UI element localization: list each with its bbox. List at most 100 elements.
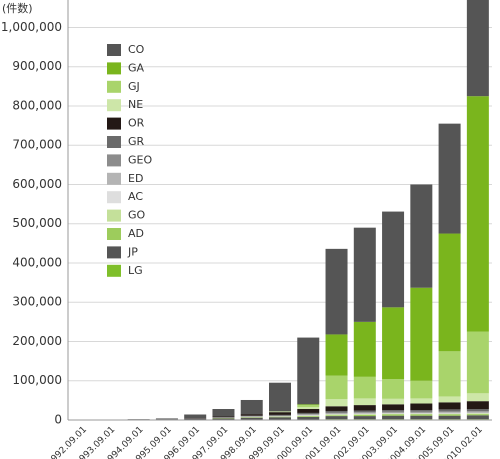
bar-segment xyxy=(325,248,348,335)
bar-segment xyxy=(353,376,376,399)
legend-swatch xyxy=(107,62,121,75)
bar-segment xyxy=(438,123,461,234)
legend-swatch xyxy=(107,191,121,204)
bar-segment xyxy=(438,412,461,414)
bar-segment xyxy=(325,415,348,417)
bar-segment xyxy=(382,413,405,415)
bar-segment xyxy=(353,414,376,415)
bar-segment xyxy=(382,410,405,412)
bar-segment xyxy=(155,418,178,420)
bar-segment xyxy=(466,410,489,412)
y-tick-label: 700,000 xyxy=(12,138,62,152)
bar-segment xyxy=(410,411,433,413)
bar-segment xyxy=(353,410,376,413)
legend-label: AD xyxy=(128,227,144,240)
bar-segment xyxy=(410,287,433,381)
bar-segment xyxy=(353,414,376,417)
bar-segment xyxy=(410,415,433,420)
bar-segment xyxy=(410,410,433,412)
bar-segment xyxy=(325,375,348,400)
bar-segment xyxy=(297,407,320,410)
bar-segment xyxy=(269,417,291,420)
bar-segment xyxy=(382,411,405,413)
legend-swatch xyxy=(107,99,121,112)
y-tick-label: 200,000 xyxy=(12,334,62,348)
legend-label: GR xyxy=(128,135,145,148)
bar-segment xyxy=(240,417,263,420)
bars xyxy=(71,0,489,420)
bar-segment xyxy=(466,409,489,411)
legend-swatch xyxy=(107,264,121,277)
y-tick-label: 1,000,000 xyxy=(1,20,62,34)
bar-segment xyxy=(438,414,461,416)
bar-segment xyxy=(353,321,376,377)
legend-swatch xyxy=(107,246,121,259)
bar-segment xyxy=(240,399,263,415)
bar-segment xyxy=(353,227,376,322)
legend-swatch xyxy=(107,80,121,93)
bar-segment xyxy=(466,0,489,97)
bar-segment xyxy=(438,415,461,420)
legend: CO GA GJ NE OR GR GEO ED AC GO AD JP LG xyxy=(107,43,152,277)
bar-segment xyxy=(466,414,489,416)
y-tick-label: 300,000 xyxy=(12,295,62,309)
bar-segment xyxy=(438,413,461,415)
bar-segment xyxy=(353,412,376,413)
bar-segment xyxy=(466,331,489,394)
y-tick-label: 0 xyxy=(54,413,62,427)
bar-segment xyxy=(466,413,489,415)
bar-segment xyxy=(325,412,348,414)
bar-segment xyxy=(297,404,320,406)
bar-segment xyxy=(466,393,489,402)
legend-label: JP xyxy=(127,245,138,258)
bar-segment xyxy=(212,418,235,420)
bar-segment xyxy=(325,416,348,420)
legend-label: CO xyxy=(128,43,145,56)
y-unit: (件数) xyxy=(2,2,33,15)
y-tick-label: 800,000 xyxy=(12,98,62,112)
bar-segment xyxy=(325,406,348,411)
bar-segment xyxy=(297,416,320,420)
bar-segment xyxy=(466,401,489,410)
bar-segment xyxy=(410,413,433,415)
bar-segment xyxy=(410,398,433,404)
bar-segment xyxy=(325,410,348,413)
bar-segment xyxy=(184,414,207,419)
bar-segment xyxy=(269,414,291,416)
bar-segment xyxy=(382,379,405,399)
bar-segment xyxy=(438,402,461,410)
bar-segment xyxy=(325,414,348,416)
legend-label: NE xyxy=(128,98,143,111)
bar-segment xyxy=(297,337,320,405)
bar-segment xyxy=(466,411,489,413)
bar-segment xyxy=(269,382,291,412)
bar-segment xyxy=(269,412,291,415)
bar-segment xyxy=(382,412,405,414)
legend-swatch xyxy=(107,209,121,222)
bar-segment xyxy=(438,409,461,412)
bar-segment xyxy=(466,415,489,420)
bar-segment xyxy=(325,413,348,415)
y-tick-label: 900,000 xyxy=(12,59,62,73)
legend-label: OR xyxy=(128,117,145,130)
bar-segment xyxy=(353,398,376,406)
bar-segment xyxy=(297,409,320,413)
bar-segment xyxy=(410,414,433,416)
bar-segment xyxy=(382,211,405,308)
bar-segment xyxy=(240,414,263,416)
bar-segment xyxy=(410,380,433,399)
bar-segment xyxy=(382,307,405,380)
bar-segment xyxy=(297,414,320,416)
y-tick-label: 600,000 xyxy=(12,177,62,191)
bar-segment xyxy=(438,411,461,413)
grid xyxy=(68,26,492,421)
bar-segment xyxy=(382,404,405,411)
bar-segment xyxy=(325,334,348,376)
legend-swatch xyxy=(107,44,121,56)
y-tick-label: 400,000 xyxy=(12,255,62,269)
legend-swatch xyxy=(107,228,121,240)
bar-segment xyxy=(297,416,320,417)
legend-label: LG xyxy=(128,264,143,277)
legend-swatch xyxy=(107,136,121,148)
